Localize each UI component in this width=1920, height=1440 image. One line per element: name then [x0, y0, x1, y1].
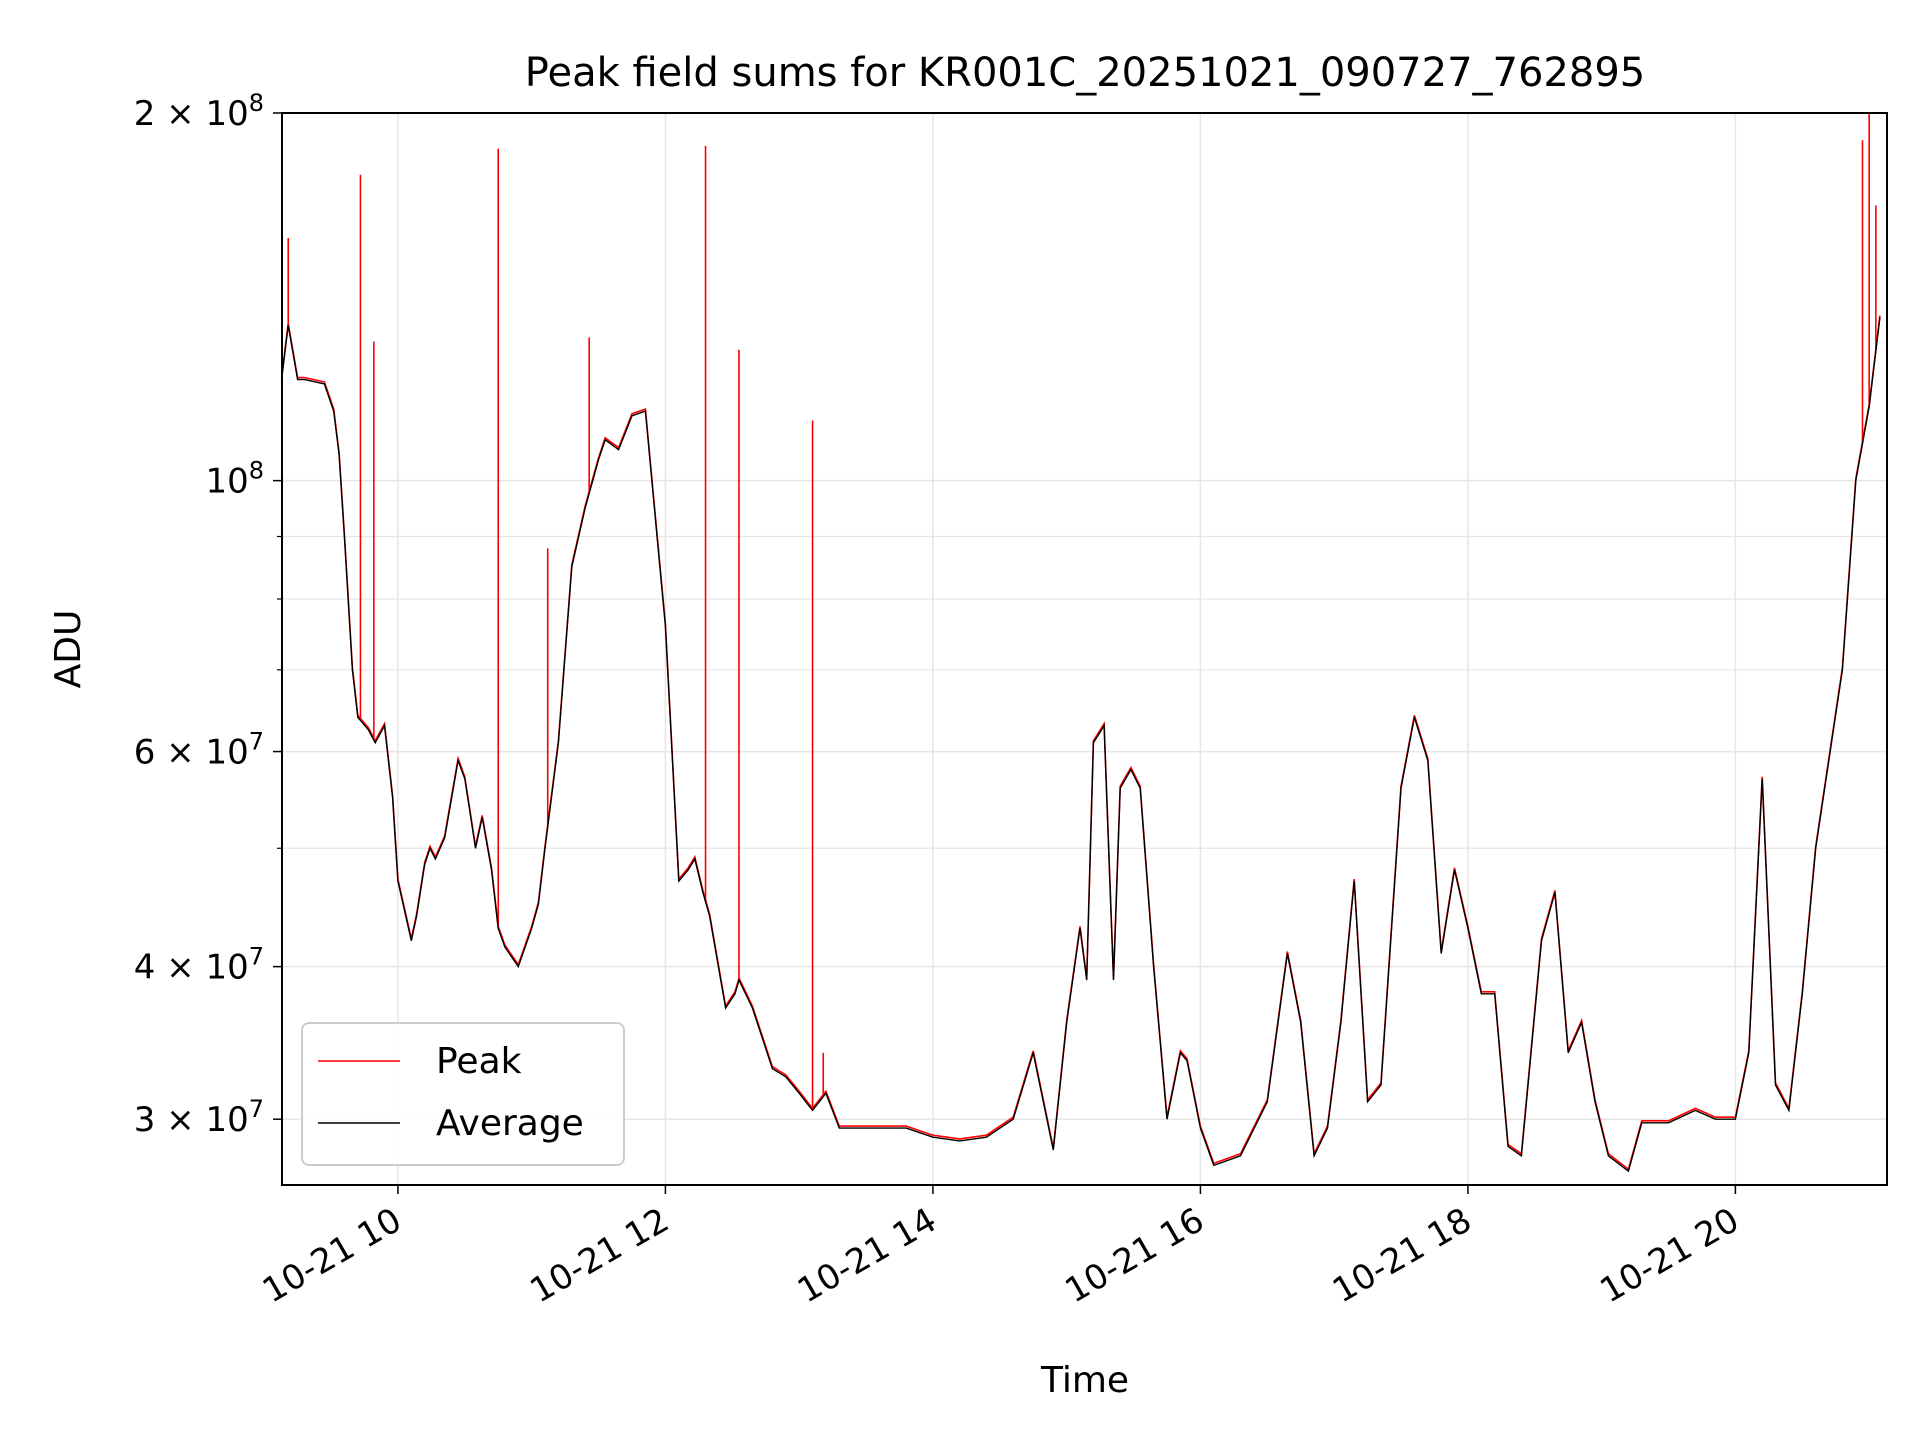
series-line-average: [280, 317, 1881, 1173]
x-tick-label: 10-21 14: [791, 1200, 943, 1311]
legend: Peak Average: [301, 1022, 625, 1166]
y-tick-label: 4 × 107: [134, 943, 264, 988]
x-tick-label: 10-21 16: [1059, 1200, 1211, 1311]
legend-label-average: Average: [436, 1103, 584, 1144]
x-tick-label: 10-21 20: [1594, 1200, 1746, 1311]
y-axis-label: ADU: [48, 610, 89, 689]
y-tick-label: 6 × 107: [134, 728, 264, 773]
x-tick-label: 10-21 12: [524, 1200, 676, 1311]
series-layer: [280, 113, 1881, 1173]
y-axis: 3 × 107 4 × 107 6 × 107 108 2 × 108: [134, 89, 282, 1140]
legend-box: [301, 1022, 625, 1166]
y-tick-label: 108: [205, 457, 264, 502]
x-axis-label: Time: [1040, 1360, 1129, 1401]
y-tick-label: 2 × 108: [134, 89, 264, 134]
legend-label-peak: Peak: [436, 1041, 522, 1082]
plot-frame: [281, 112, 1888, 1186]
x-axis: 10-21 10 10-21 12 10-21 14 10-21 16 10-21 18…: [256, 1185, 1746, 1311]
chart-title: Peak field sums for KR001C_20251021_0907…: [525, 50, 1645, 96]
x-tick-label: 10-21 10: [256, 1200, 408, 1311]
x-tick-label: 10-21 18: [1326, 1200, 1478, 1311]
y-tick-label: 3 × 107: [134, 1095, 264, 1140]
